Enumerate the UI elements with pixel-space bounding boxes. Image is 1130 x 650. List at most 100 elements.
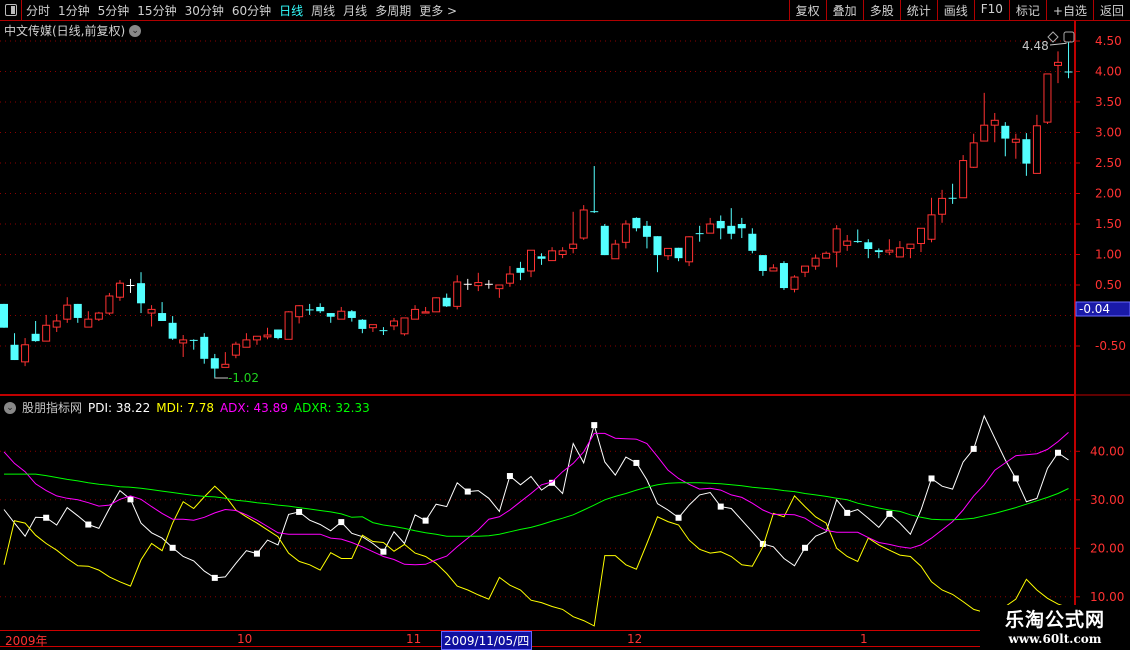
pdi-marker [296,508,303,515]
pdi-marker [549,479,556,486]
pdi-marker [127,496,134,503]
indicator-tick-label: 40.00 [1090,444,1124,458]
candle-body [326,313,335,317]
toolbar-button-7[interactable]: +自选 [1045,0,1093,20]
time-axis: 2009年 10 11 2009/11/05/四 12 1 [0,630,1075,650]
price-tick-label: 4.00 [1095,65,1122,79]
candle [906,243,915,259]
candle [1054,51,1062,84]
candle [284,311,293,340]
tab-2[interactable]: 5分钟 [97,4,130,18]
candle-body [600,225,609,256]
candle [115,280,124,301]
pdi-marker [506,473,513,480]
toolbar-button-8[interactable]: 返回 [1092,0,1130,20]
candle [569,211,578,254]
candle [832,225,841,268]
candle [716,215,725,240]
candle-body [1054,61,1062,66]
pdi-marker [970,445,977,452]
candle-body [189,339,198,341]
window-toggle-icon[interactable] [0,0,22,20]
chevron-down-icon[interactable]: ⌄ [4,401,16,414]
candle [158,302,167,321]
candle [421,306,430,314]
candle [105,292,114,315]
cursor-value-box [1075,301,1130,317]
tab-6[interactable]: 日线 [279,4,304,18]
pdi-marker [464,488,471,495]
candle-body [579,209,588,239]
price-tick-label: 0.50 [1095,278,1122,292]
candle-body [938,197,947,215]
candle-body [274,329,283,339]
tab-0[interactable]: 分时 [26,4,51,18]
price-tick-label: 2.00 [1095,187,1122,201]
candle [737,217,746,239]
candle [653,236,662,273]
chevron-down-icon[interactable]: ⌄ [129,24,142,37]
series-line-mdi [3,485,1069,627]
window-icon [1063,31,1075,43]
candle [579,205,588,240]
time-label: 12 [627,632,643,646]
candle [758,255,767,276]
candle [442,293,451,307]
tab-8[interactable]: 月线 [343,4,368,18]
candle-body [801,265,810,273]
candle-body [231,343,240,356]
tool-buttons: 复权 叠加 多股 统计 画线 F10 标记 +自选 返回 [788,0,1130,20]
tab-7[interactable]: 周线 [311,4,336,18]
tab-4[interactable]: 30分钟 [184,4,224,18]
tab-10[interactable]: 更多 > [419,4,458,18]
toolbar-button-0[interactable]: 复权 [788,0,826,20]
toolbar-button-2[interactable]: 多股 [862,0,900,20]
cursor-date: 2009/11/05/四 [441,631,533,650]
indicator-header: ⌄ 股朋指标网 PDI: 38.22 MDI: 7.78 ADX: 43.89 ADX… [4,399,370,416]
tab-9[interactable]: 多周期 [375,4,412,18]
toolbar-button-4[interactable]: 画线 [936,0,974,20]
pdi-marker [43,514,50,521]
toolbar-button-6[interactable]: 标记 [1008,0,1046,20]
candle-body [811,257,820,267]
time-label: 2009年 [5,634,48,648]
tab-3[interactable]: 15分钟 [137,4,177,18]
candle-body [590,211,599,213]
toolbar-button-1[interactable]: 叠加 [825,0,863,20]
toolbar-button-5[interactable]: F10 [973,0,1009,20]
candle [432,297,441,313]
candle-body [748,233,757,251]
time-label: 11 [406,632,422,646]
watermark-url: www.60lt.com [1008,632,1102,646]
diamond-icon [1047,31,1059,43]
candle-body [21,344,30,363]
candle [727,208,736,240]
candle-body [442,297,451,307]
candle [990,112,999,143]
tab-1[interactable]: 1分钟 [58,4,90,18]
candle-body [137,283,146,304]
candle-body [115,282,124,298]
indicator-value-0: PDI: 38.22 [88,400,151,415]
tab-5[interactable]: 60分钟 [231,4,272,18]
candle [484,280,493,289]
candle [811,254,820,270]
pdi-marker [928,475,935,482]
max-arrow [1049,42,1067,46]
candle-body [621,223,630,243]
candle-body [727,225,736,234]
candle-body [105,295,114,314]
candle [474,272,483,292]
candle-body [527,249,535,272]
candle-body [73,303,82,318]
candle [621,220,630,249]
candle [463,278,472,290]
candle-body [843,240,852,246]
candle-body [685,236,694,263]
candle [748,228,757,254]
candle [801,265,810,278]
candle-body [126,285,135,286]
candle-body [474,282,483,287]
toolbar-button-3[interactable]: 统计 [899,0,937,20]
